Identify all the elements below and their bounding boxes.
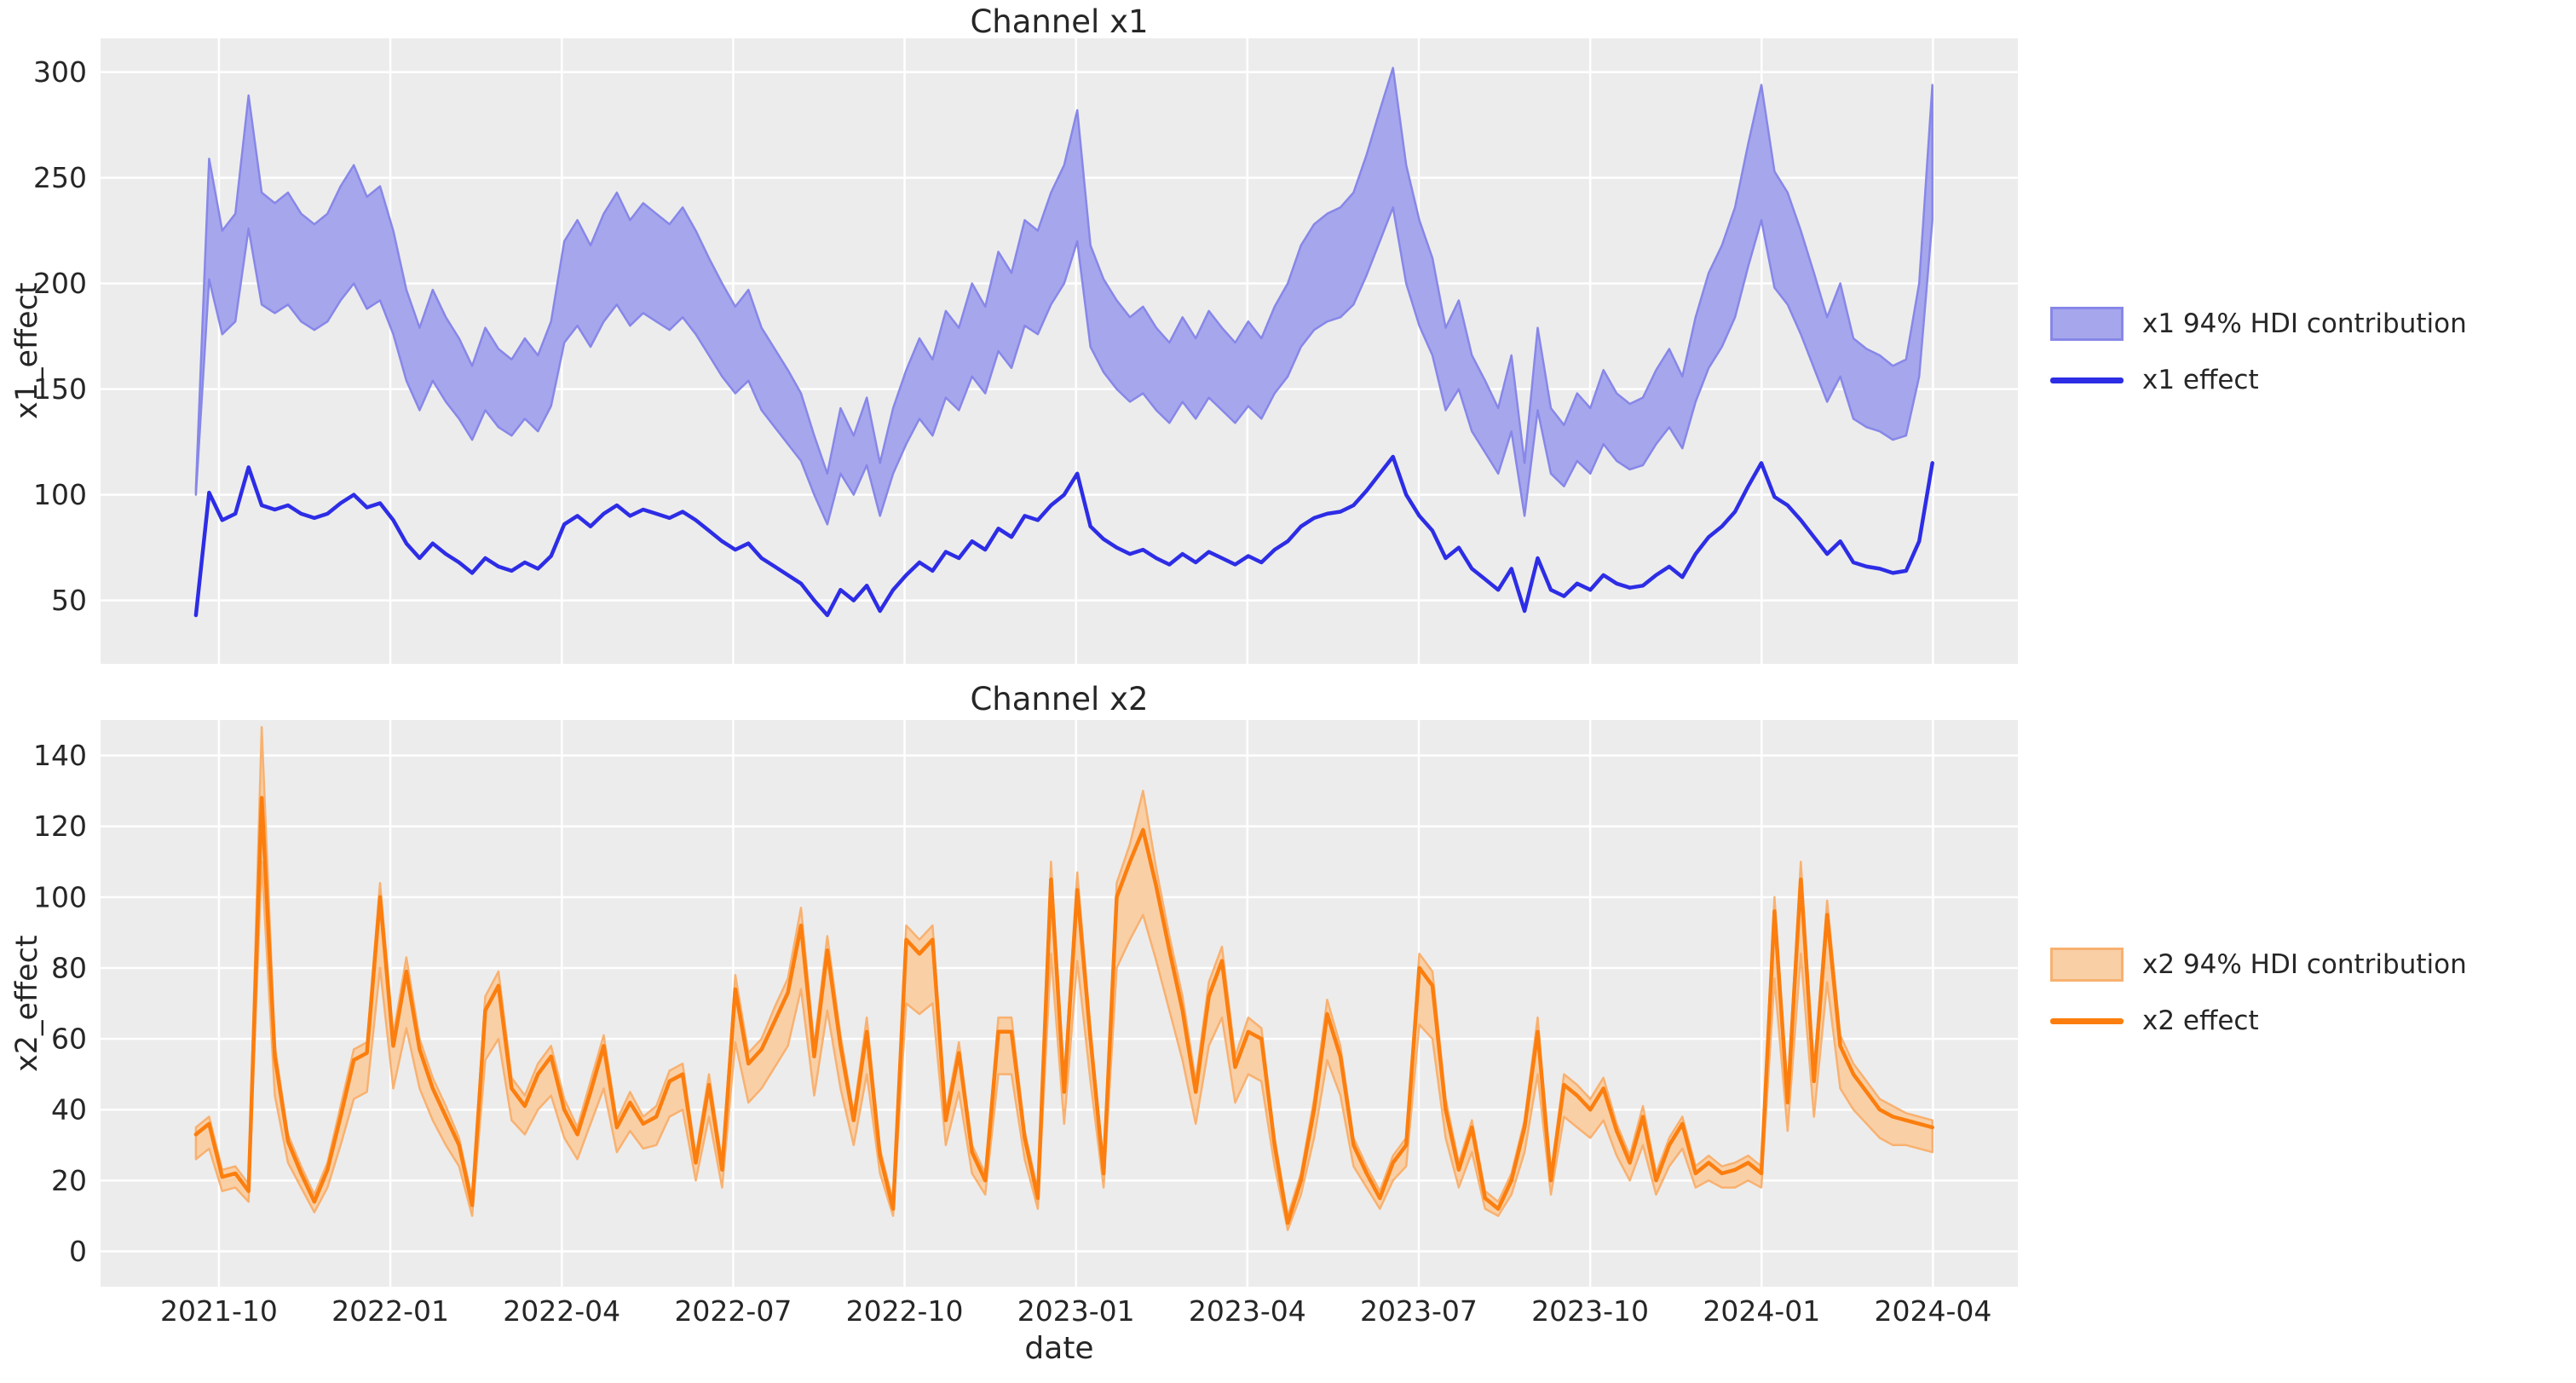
y-tick-label: 120 <box>33 810 87 843</box>
x-tick-label: 2022-04 <box>503 1294 620 1328</box>
y-tick-label: 0 <box>69 1235 87 1268</box>
y-tick-label: 150 <box>33 372 87 406</box>
y-tick-label: 20 <box>51 1164 87 1197</box>
x2-hdi-legend-label: x2 94% HDI contribution <box>2142 949 2467 980</box>
y-tick-label: 40 <box>51 1093 87 1127</box>
y-tick-label: 140 <box>33 739 87 772</box>
x-tick-label: 2022-07 <box>674 1294 792 1328</box>
x-tick-label: 2023-01 <box>1017 1294 1135 1328</box>
legend-row: x1 94% HDI contribution <box>2050 307 2467 341</box>
chart1-title: Channel x1 <box>970 3 1149 40</box>
x-tick-label: 2021-10 <box>160 1294 278 1328</box>
chart2-legend: x2 94% HDI contribution x2 effect <box>2050 948 2467 1036</box>
y-tick-label: 80 <box>51 951 87 984</box>
y-tick-label: 100 <box>33 478 87 511</box>
legend-row: x1 effect <box>2050 365 2467 395</box>
plot-area <box>101 38 2018 664</box>
x1-hdi-legend-label: x1 94% HDI contribution <box>2142 308 2467 339</box>
x-tick-label: 2023-04 <box>1189 1294 1306 1328</box>
x1-effect-line-swatch <box>2050 377 2124 383</box>
legend-row: x2 94% HDI contribution <box>2050 948 2467 982</box>
chart1-legend: x1 94% HDI contribution x1 effect <box>2050 307 2467 395</box>
effect-line <box>193 796 1934 1225</box>
hdi-band <box>194 66 1933 526</box>
chart2-title: Channel x2 <box>970 681 1149 717</box>
y-tick-label: 60 <box>51 1023 87 1056</box>
x2-effect-legend-label: x2 effect <box>2142 1006 2259 1036</box>
chart1-y-axis-label: x1_effect <box>10 282 44 420</box>
x-tick-label: 2022-10 <box>846 1294 964 1328</box>
x1-effect-legend-label: x1 effect <box>2142 365 2259 395</box>
x-tick-label: 2024-01 <box>1703 1294 1820 1328</box>
x-axis-label: date <box>1024 1331 1094 1366</box>
x-tick-label: 2024-04 <box>1874 1294 1991 1328</box>
y-tick-label: 300 <box>33 55 87 89</box>
effect-line <box>193 454 1934 618</box>
legend-row: x2 effect <box>2050 1006 2467 1036</box>
x2-effect-line-swatch <box>2050 1017 2124 1024</box>
x1-hdi-band-swatch <box>2050 307 2124 341</box>
x-tick-label: 2022-01 <box>331 1294 449 1328</box>
y-tick-label: 250 <box>33 161 87 194</box>
y-tick-label: 50 <box>51 584 87 617</box>
x-tick-label: 2023-10 <box>1531 1294 1649 1328</box>
chart2-y-axis-label: x2_effect <box>10 935 44 1072</box>
y-tick-label: 200 <box>33 267 87 300</box>
x2-hdi-band-swatch <box>2050 948 2124 982</box>
x-tick-label: 2023-07 <box>1360 1294 1478 1328</box>
y-tick-label: 100 <box>33 880 87 913</box>
